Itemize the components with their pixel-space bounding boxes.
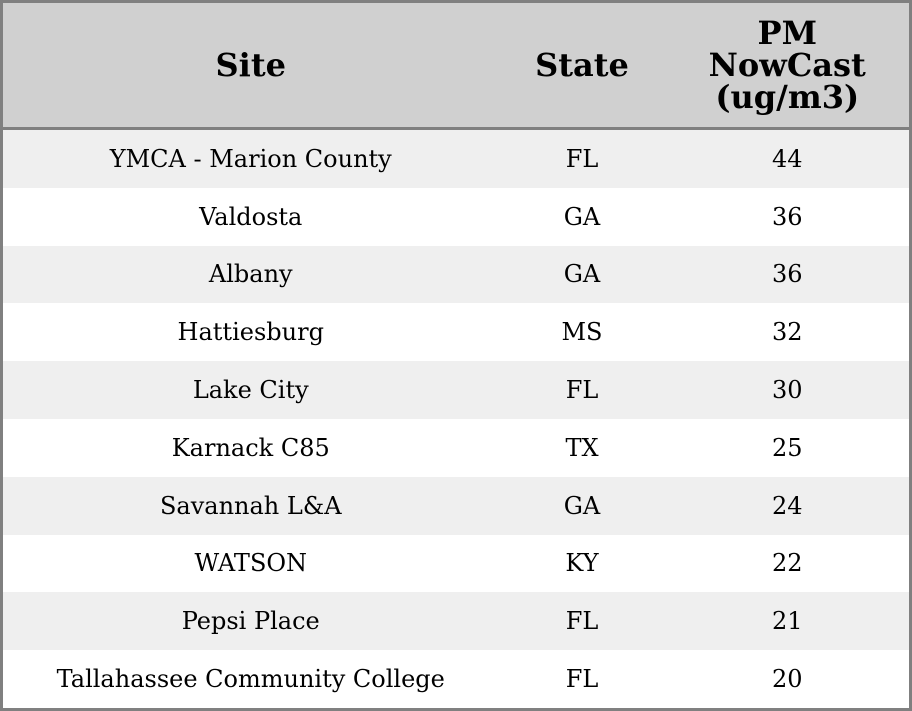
cell-pm: 36 — [771, 202, 803, 231]
table-row: Lake City FL 30 — [1, 361, 911, 419]
cell-site: YMCA - Marion County — [1, 128, 499, 188]
cell-site: Lake City — [1, 361, 499, 419]
header-row: Site State PM NowCast (ug/m3) — [1, 1, 911, 130]
cell-pm: 24 — [665, 476, 911, 535]
cell-pm: 25 — [771, 433, 803, 462]
cell-pm: 32 — [771, 318, 803, 347]
cell-site: Savannah L&A — [1, 476, 499, 535]
table-row: Hattiesburg MS 32 — [2, 303, 911, 361]
cell-site: Karnack C85 — [171, 433, 330, 462]
header-state: State — [498, 1, 666, 130]
cell-pm: 44 — [665, 128, 911, 188]
table-row: YMCA - Marion County FL 44 — [1, 128, 911, 188]
table-row: Pepsi Place FL 21 — [1, 592, 911, 651]
header-pm-line1: PM — [757, 14, 817, 52]
cell-site: Hattiesburg — [177, 318, 324, 347]
header-pm-line2: NowCast — [708, 46, 866, 84]
cell-state: GA — [498, 476, 666, 535]
cell-state: FL — [498, 128, 666, 188]
cell-pm: 22 — [771, 549, 803, 578]
cell-site: Pepsi Place — [1, 592, 499, 651]
cell-state: TX — [565, 433, 599, 462]
cell-site: Albany — [1, 245, 499, 304]
cell-pm: 20 — [771, 665, 803, 694]
cell-state: GA — [563, 202, 601, 231]
table-row: Savannah L&A GA 24 — [1, 476, 911, 535]
cell-state: FL — [498, 361, 666, 419]
header-site: Site — [1, 1, 499, 130]
cell-state: GA — [498, 245, 666, 304]
cell-state: FL — [565, 665, 599, 694]
cell-site: Tallahassee Community College — [56, 665, 445, 694]
cell-pm: 36 — [665, 245, 911, 304]
cell-pm: 21 — [665, 592, 911, 651]
table-row: WATSON KY 22 — [2, 535, 911, 593]
cell-site: Valdosta — [199, 202, 303, 231]
cell-pm: 30 — [665, 361, 911, 419]
cell-state: MS — [561, 318, 603, 347]
cell-state: KY — [565, 549, 599, 578]
table-row: Tallahassee Community College FL 20 — [2, 650, 911, 709]
table-row: Valdosta GA 36 — [2, 188, 911, 246]
table-row: Karnack C85 TX 25 — [2, 419, 911, 477]
cell-site: WATSON — [194, 549, 308, 578]
header-pm-line3: (ug/m3) — [715, 78, 860, 116]
table-row: Albany GA 36 — [1, 245, 911, 304]
header-pm-nowcast: PM NowCast (ug/m3) — [665, 1, 911, 130]
cell-state: FL — [498, 592, 666, 651]
